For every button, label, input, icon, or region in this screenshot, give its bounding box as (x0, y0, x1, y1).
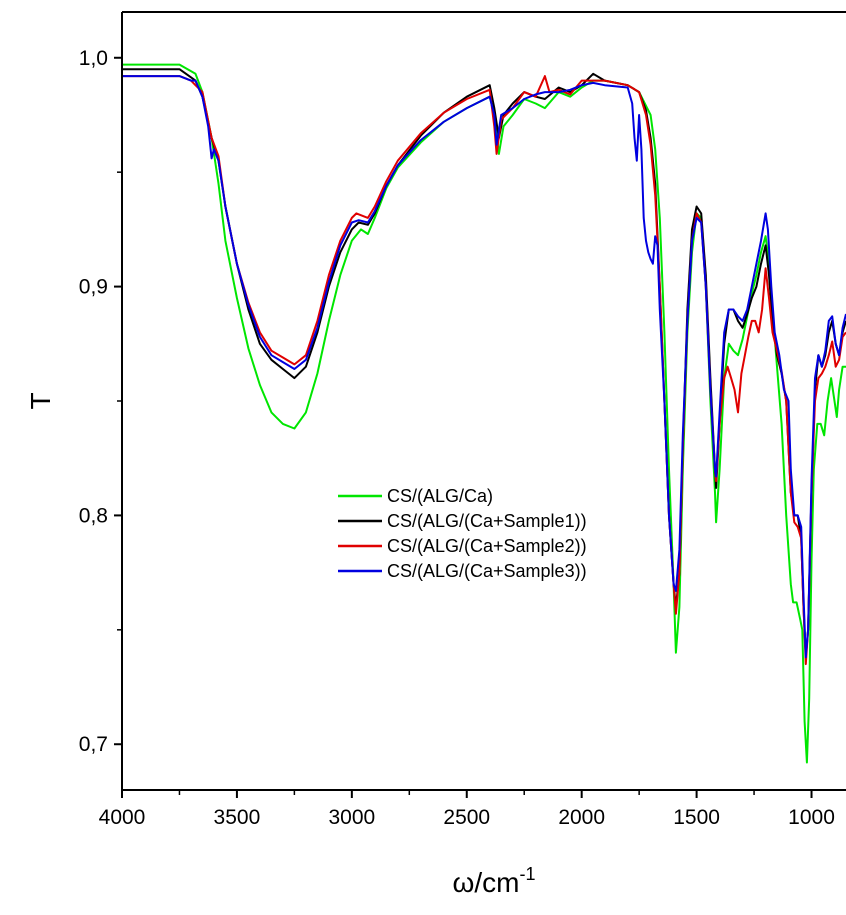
x-axis-title-main: ω/cm (453, 867, 520, 898)
y-tick-label: 1,0 (79, 47, 108, 70)
y-tick-label: 0,7 (79, 733, 108, 756)
legend-label: CS/(ALG/(Ca+Sample2)) (387, 536, 587, 556)
axes-layer: 4000 3500 3000 2500 2000 1500 1000 0,7 0,8 0,9 1,0 (79, 11, 846, 829)
x-tick-label: 1500 (673, 806, 720, 829)
series-layer (122, 63, 846, 764)
y-tick-label: 0,9 (79, 276, 108, 299)
x-tick-label: 4000 (99, 806, 146, 829)
legend: CS/(ALG/Ca) CS/(ALG/(Ca+Sample1)) CS/(ALG/… (338, 486, 587, 581)
y-tick-label: 0,8 (79, 504, 108, 527)
series-line-4 (122, 75, 846, 659)
x-tick-label: 3500 (214, 806, 261, 829)
x-axis-title: ω/cm-1 (453, 864, 536, 898)
legend-label: CS/(ALG/(Ca+Sample1)) (387, 511, 587, 531)
x-tick-label: 1000 (788, 806, 835, 829)
x-tick-label: 2500 (443, 806, 490, 829)
legend-label: CS/(ALG/(Ca+Sample3)) (387, 561, 587, 581)
x-tick-label: 3000 (328, 806, 375, 829)
series-line-1 (122, 63, 846, 764)
y-axis-title: T (25, 392, 56, 409)
x-tick-label: 2000 (558, 806, 605, 829)
legend-label: CS/(ALG/Ca) (387, 486, 493, 506)
x-axis-title-superscript: -1 (519, 864, 535, 884)
